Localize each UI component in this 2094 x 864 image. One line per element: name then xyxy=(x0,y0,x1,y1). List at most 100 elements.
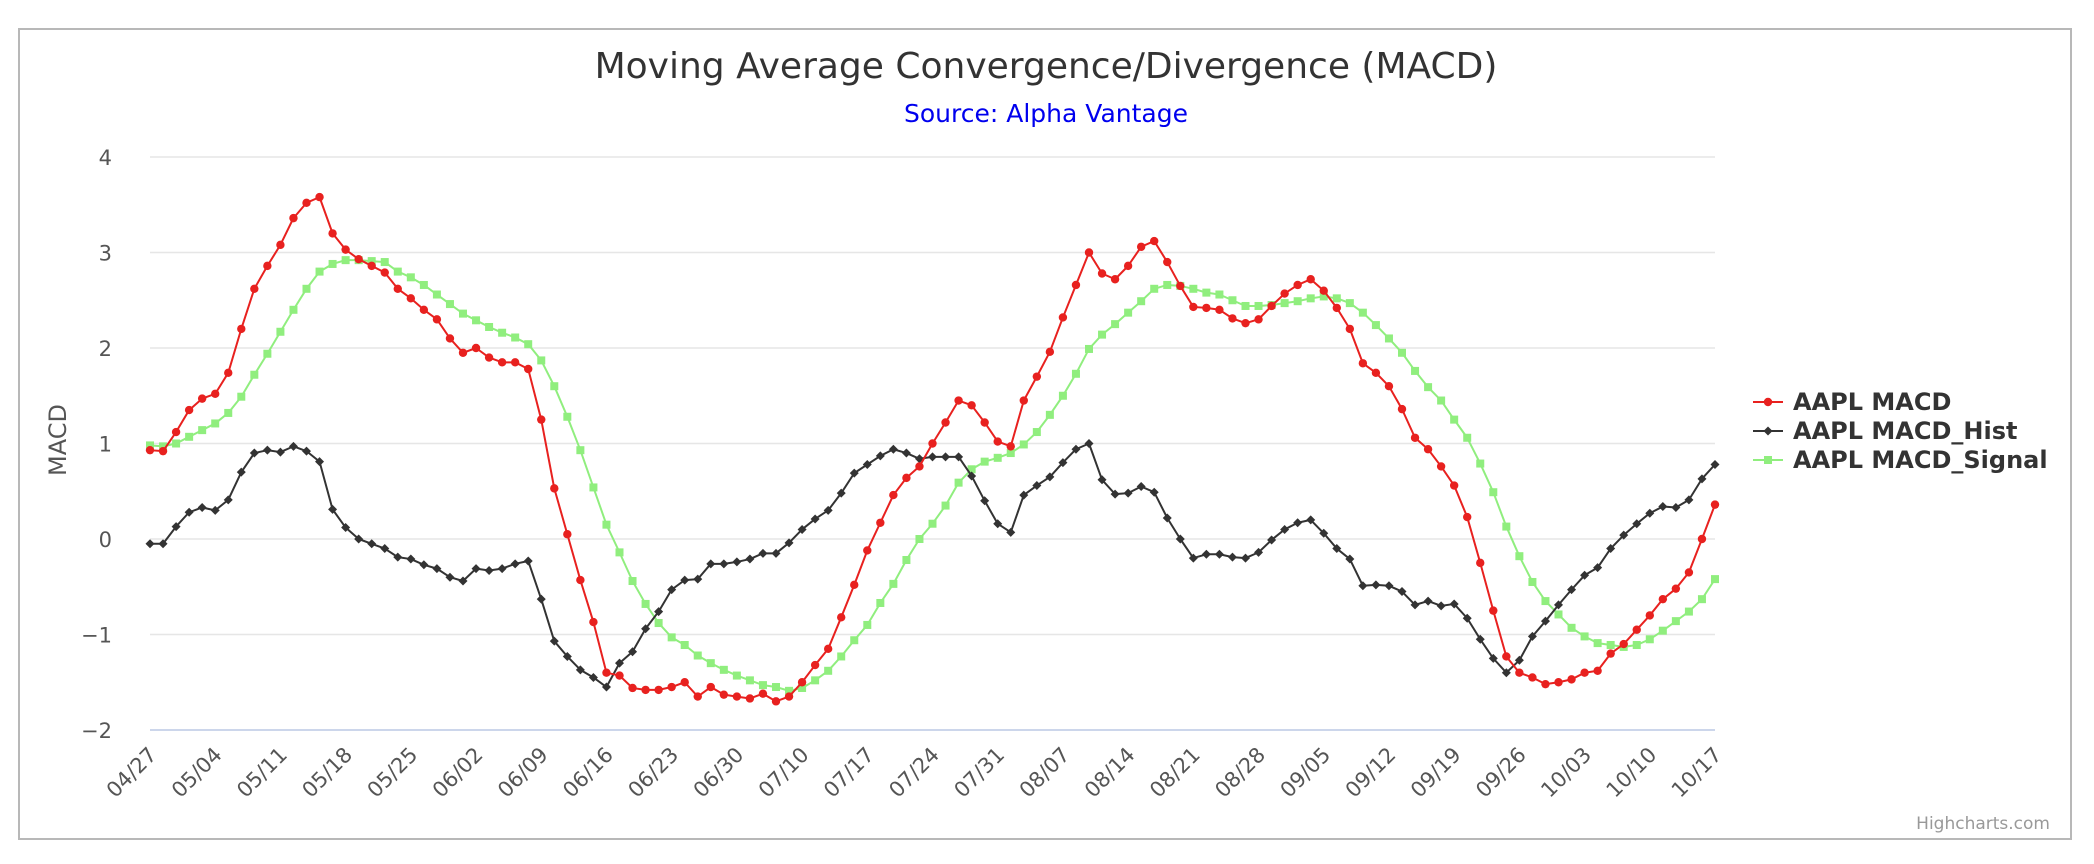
data-point xyxy=(719,665,728,674)
data-point xyxy=(1463,512,1472,522)
data-point xyxy=(1110,489,1120,499)
data-point xyxy=(862,460,872,470)
data-point xyxy=(850,636,859,645)
data-point xyxy=(1214,549,1224,559)
data-point xyxy=(1162,513,1172,523)
data-point xyxy=(1554,600,1563,610)
data-point xyxy=(745,694,755,703)
data-point xyxy=(1619,530,1629,540)
data-point xyxy=(823,644,833,654)
data-point xyxy=(902,556,911,565)
data-point xyxy=(876,598,885,607)
data-point xyxy=(641,685,650,695)
data-point xyxy=(1306,294,1315,303)
data-point xyxy=(1202,288,1211,297)
data-point xyxy=(315,457,325,467)
data-point xyxy=(732,557,742,567)
data-point xyxy=(445,572,455,582)
data-point xyxy=(732,692,742,701)
data-point xyxy=(328,259,337,268)
data-point xyxy=(1019,490,1029,500)
data-point xyxy=(993,519,1003,529)
legend-item[interactable]: AAPL MACD_Signal xyxy=(1753,446,2048,474)
data-point xyxy=(458,576,468,586)
data-point xyxy=(1345,324,1355,334)
data-point xyxy=(758,548,768,558)
data-point xyxy=(432,290,441,299)
data-point xyxy=(1045,410,1054,419)
data-point xyxy=(197,394,207,403)
data-point xyxy=(1110,275,1120,284)
data-point xyxy=(302,198,311,208)
data-point xyxy=(146,441,154,450)
data-point xyxy=(380,544,390,554)
data-point xyxy=(1345,299,1354,308)
data-point xyxy=(432,315,442,324)
x-tick-label: 05/04 xyxy=(167,743,227,803)
data-point xyxy=(1319,292,1328,301)
x-tick-label: 10/10 xyxy=(1602,743,1662,803)
legend-label: AAPL MACD xyxy=(1793,388,1951,416)
data-point xyxy=(1176,281,1185,291)
data-point xyxy=(341,523,351,533)
data-point xyxy=(1502,522,1511,531)
data-point xyxy=(354,254,363,264)
data-point xyxy=(184,405,194,415)
data-point xyxy=(1580,632,1589,641)
y-tick-label: −2 xyxy=(81,719,112,743)
data-point xyxy=(1606,544,1616,554)
data-point xyxy=(575,665,585,675)
x-tick-label: 10/17 xyxy=(1667,743,1727,803)
data-point xyxy=(158,446,168,456)
x-tick-label: 09/12 xyxy=(1341,743,1401,803)
data-point xyxy=(641,624,651,634)
legend-marker xyxy=(1763,397,1773,407)
chart-container xyxy=(18,28,2072,840)
data-point xyxy=(1084,439,1094,448)
data-point xyxy=(667,682,676,692)
data-point xyxy=(1006,527,1016,537)
data-point xyxy=(1241,318,1250,328)
data-point xyxy=(1475,634,1485,644)
chart-title: Moving Average Convergence/Divergence (M… xyxy=(595,46,1498,87)
data-point xyxy=(1580,668,1589,677)
data-point xyxy=(993,437,1002,446)
data-point xyxy=(262,445,272,455)
data-point xyxy=(1189,302,1198,312)
data-point xyxy=(588,672,598,682)
data-point xyxy=(510,358,520,367)
data-point xyxy=(706,659,715,668)
data-point xyxy=(1032,481,1042,491)
data-point xyxy=(1137,297,1146,306)
data-point xyxy=(654,685,663,695)
data-point xyxy=(576,575,585,585)
data-point xyxy=(1697,474,1707,484)
x-tick-label: 05/18 xyxy=(297,743,357,803)
data-point xyxy=(236,467,246,477)
data-point xyxy=(1163,257,1172,267)
x-tick-label: 08/28 xyxy=(1210,743,1270,803)
data-point xyxy=(1527,631,1537,641)
data-point xyxy=(224,368,233,378)
legend-item[interactable]: AAPL MACD xyxy=(1753,388,1951,416)
data-point xyxy=(210,505,220,515)
data-point xyxy=(902,473,911,483)
data-point xyxy=(628,647,638,657)
y-tick-label: −1 xyxy=(81,624,112,648)
data-point xyxy=(941,418,950,427)
data-point xyxy=(1632,625,1641,634)
data-point xyxy=(250,284,259,293)
data-point xyxy=(1450,415,1459,424)
data-point xyxy=(1071,369,1080,378)
data-point xyxy=(1254,547,1264,557)
data-point xyxy=(1476,558,1485,568)
data-point xyxy=(171,522,181,532)
data-point xyxy=(915,462,924,471)
credits-link[interactable]: Highcharts.com xyxy=(1916,814,2050,834)
data-point xyxy=(1593,639,1602,648)
data-point xyxy=(758,689,768,698)
data-point xyxy=(445,334,455,343)
data-point xyxy=(1449,481,1459,490)
legend-item[interactable]: AAPL MACD_Hist xyxy=(1753,417,2017,445)
data-point xyxy=(1658,594,1668,604)
